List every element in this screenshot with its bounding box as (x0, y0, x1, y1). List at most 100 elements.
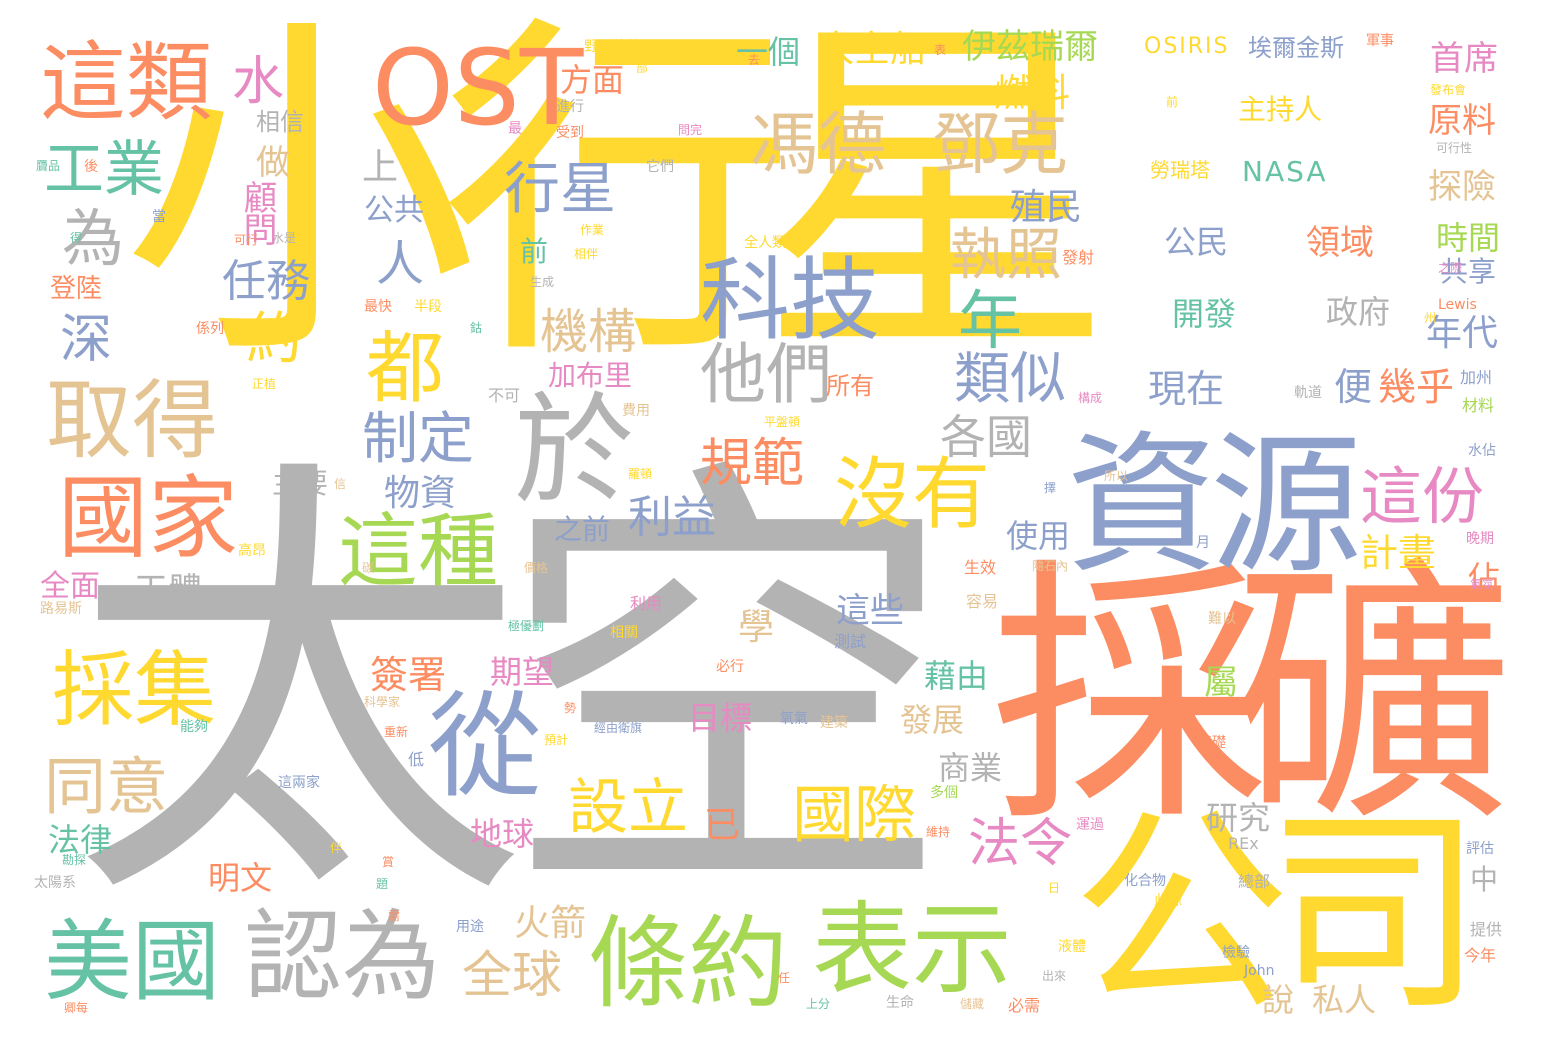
cloud-word-jigou: 機構 (540, 304, 637, 360)
cloud-word-tanxian: 探險 (1428, 167, 1496, 207)
cloud-word-quanmian: 全面 (40, 569, 100, 604)
cloud-word-pingpandun: 平盤頓 (764, 415, 801, 429)
cloud-word-nasa: NASA (1242, 155, 1328, 188)
cloud-word-zhiding: 制定 (362, 407, 474, 472)
cloud-word-xiangxin: 相信 (256, 108, 304, 136)
cloud-word-ti: 題 (376, 877, 389, 891)
cloud-word-zhuyao: 主要 (272, 467, 329, 500)
cloud-word-tamen: 他們 (700, 336, 832, 413)
cloud-word-liyi: 利益 (628, 492, 716, 543)
cloud-word-xiaoxingxing: 小行星 (122, 0, 1114, 401)
cloud-word-feiyong: 費用 (622, 403, 650, 419)
cloud-word-wanqi: 晚期 (1466, 531, 1494, 547)
cloud-word-biao: 表 (934, 43, 947, 57)
cloud-word-dang: 當 (152, 209, 166, 225)
cloud-word-taikong: 太空 (70, 424, 956, 957)
cloud-word-jiyouhua: 極優劃 (508, 619, 545, 633)
cloud-word-sheli: 設立 (568, 773, 688, 843)
cloud-word-yanjiu: 研究 (1206, 799, 1271, 837)
cloud-word-duoge: 多個 (930, 785, 958, 801)
cloud-word-ziyuan: 資源 (1066, 417, 1362, 594)
cloud-word-jingyou: 經由衛旗 (594, 721, 643, 735)
cloud-word-tiaoyue: 條約 (588, 905, 788, 1022)
cloud-word-fabuhui: 發布會 (1430, 83, 1467, 97)
cloud-word-zhuchiren: 主持人 (1238, 93, 1323, 126)
cloud-word-kexing: 可行 (234, 233, 259, 247)
cloud-word-caiji: 採集 (52, 643, 217, 738)
cloud-word-faling: 法令 (968, 814, 1073, 874)
cloud-word-zhefen: 這份 (1360, 460, 1485, 533)
cloud-word-tamen-small: 它們 (646, 159, 674, 175)
cloud-word-taiyangxi: 太陽系 (34, 875, 76, 891)
cloud-word-ranliao: 燃料 (994, 71, 1071, 115)
cloud-word-kaifa: 開發 (1172, 295, 1237, 333)
cloud-word-shuo: 說 (1262, 981, 1295, 1019)
cloud-word-biaoshi: 表示 (812, 891, 1012, 1008)
cloud-word-kexingxing: 可行性 (1436, 141, 1473, 155)
cloud-word-jianyan: 檢驗 (1222, 945, 1250, 961)
cloud-word-fangmian: 方面 (560, 61, 625, 99)
cloud-word-buke: 不可 (488, 386, 521, 405)
cloud-word-jihua: 計畫 (1360, 531, 1437, 575)
cloud-word-nenggou: 能夠 (180, 719, 208, 735)
cloud-word-zhiqian: 之前 (554, 513, 611, 546)
cloud-word-qingmei: 卿每 (64, 1001, 89, 1015)
cloud-word-yue-month: 月 (1196, 535, 1210, 551)
cloud-word-ze: 擇 (1044, 481, 1057, 495)
cloud-word-diqiu: 地球 (470, 815, 535, 853)
cloud-word-gaoang: 高昂 (238, 543, 266, 559)
cloud-word-ri: 日 (1048, 881, 1061, 895)
cloud-word-meiyou: 沒有 (834, 450, 991, 540)
cloud-word-yunguo: 運過 (1076, 817, 1104, 833)
cloud-word-gu: 鈷 (470, 321, 483, 335)
cloud-word-tianti: 天體 (134, 571, 202, 611)
cloud-word-xingxing: 行星 (504, 157, 616, 222)
cloud-word-taikongchuan: 太空船 (818, 29, 927, 70)
cloud-word-yi: 已 (704, 805, 741, 846)
cloud-word-ost: OST (372, 27, 584, 149)
cloud-word-geguo: 各國 (940, 410, 1032, 464)
cloud-word-shijian: 時間 (1436, 219, 1501, 257)
cloud-word-jie: 届 (398, 149, 411, 163)
cloud-word-shu: 屬 (1204, 663, 1238, 703)
cloud-word-chongxin: 重新 (384, 725, 409, 739)
cloud-word-yiziruier: 伊茲瑞爾 (962, 27, 1098, 67)
cloud-word-zhelei: 這類 (40, 33, 212, 133)
cloud-word-aierjinsi: 埃爾金斯 (1248, 34, 1344, 62)
cloud-word-zhizhao: 執照 (950, 223, 1062, 288)
cloud-word-zhezhong: 這種 (338, 505, 498, 598)
cloud-word-liyong: 利用 (630, 594, 663, 613)
cloud-word-yangqi: 氧氣 (780, 711, 808, 727)
cloud-word-tan: 碳 (362, 561, 375, 575)
cloud-word-falv: 法律 (48, 821, 113, 859)
cloud-word-xiangguan: 相關 (610, 625, 638, 641)
cloud-word-zhiji: 之際 (1438, 261, 1463, 275)
cloud-word-xiangban: 相伴 (574, 247, 599, 261)
cloud-word-qian-2: 前 (1166, 95, 1179, 109)
cloud-word-mubiao: 目標 (688, 699, 753, 737)
cloud-word-dengke: 鄧克 (932, 106, 1069, 185)
cloud-word-qifen: 氣氛 (1470, 577, 1495, 591)
cloud-word-guifan: 規範 (700, 434, 805, 494)
cloud-word-qu: 去 (748, 53, 761, 67)
cloud-word-zhengzhi: 正植 (252, 377, 277, 391)
cloud-word-guoji: 國際 (792, 778, 917, 851)
cloud-word-zhong: 中 (1470, 863, 1499, 896)
cloud-word-shen: 深 (60, 310, 113, 370)
cloud-word-shui: 水 (232, 52, 285, 112)
cloud-word-shengxiao: 生效 (964, 558, 997, 577)
cloud-word-shiyong: 使用 (1006, 517, 1071, 555)
cloud-word-qianshu: 簽署 (370, 653, 447, 697)
cloud-word-jiabuli: 加布里 (548, 359, 633, 392)
cloud-word-xin: 信 (334, 477, 347, 491)
cloud-word-junshi: 軍事 (1366, 33, 1394, 49)
cloud-word-zhexie: 這些 (836, 591, 904, 631)
cloud-word-guwen: 顧問 (237, 180, 277, 244)
cloud-word-ren: 人 (376, 236, 425, 292)
cloud-word-gongye: 工業 (44, 135, 164, 205)
cloud-word-shouxi: 首席 (1430, 39, 1498, 79)
cloud-word-nanyi: 難以 (1208, 611, 1236, 627)
cloud-word-tongyi: 同意 (44, 750, 169, 823)
cloud-word-luodun: 羅頓 (628, 467, 653, 481)
